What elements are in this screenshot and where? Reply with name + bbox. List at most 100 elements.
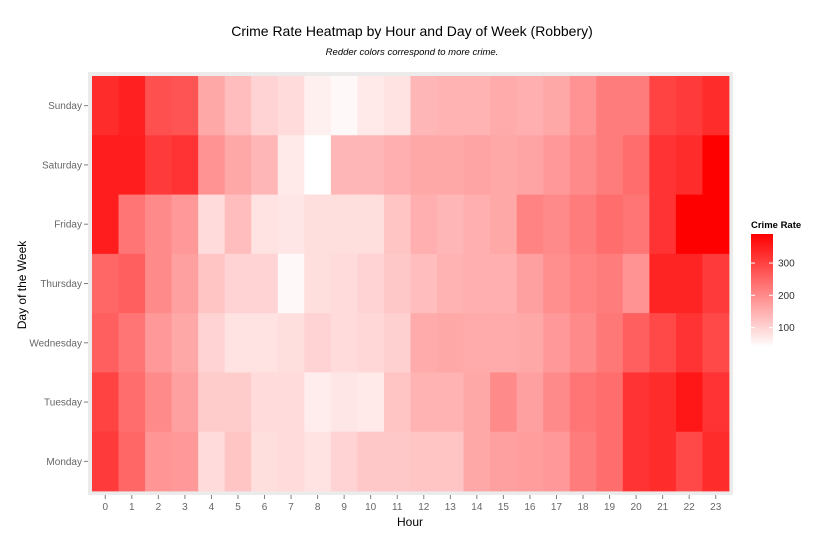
heatmap-cell — [92, 194, 119, 255]
heatmap-cell — [92, 135, 119, 195]
heatmap-cell — [357, 431, 385, 492]
heatmap-cell — [702, 194, 730, 255]
x-tick-label: 23 — [710, 502, 722, 513]
legend-tick-label: 300 — [778, 259, 795, 270]
heatmap-cell — [145, 194, 173, 255]
heatmap-cell — [304, 313, 332, 373]
heatmap-cell — [92, 313, 119, 373]
x-axis-ticks: 0 1 2 3 4 5 6 7 8 9 10 11 12 13 14 15 16 17 18 19 20 21 22 23 — [102, 495, 722, 513]
heatmap-cell — [410, 135, 438, 195]
heatmap-cell — [118, 253, 146, 314]
heatmap-cell — [649, 194, 677, 255]
heatmap-cell — [224, 253, 252, 314]
x-tick-label: 10 — [365, 502, 377, 513]
legend-title: Crime Rate — [751, 220, 801, 231]
heatmap-cell — [198, 431, 226, 492]
chart-title: Crime Rate Heatmap by Hour and Day of We… — [231, 23, 593, 39]
heatmap-cell — [224, 372, 252, 433]
x-tick-label: 3 — [182, 502, 188, 513]
heatmap-cell — [569, 135, 597, 195]
heatmap-cell — [224, 76, 252, 136]
heatmap-cell — [330, 253, 358, 314]
heatmap-cell — [118, 431, 146, 492]
heatmap-cell — [437, 372, 464, 433]
x-axis-title: Hour — [397, 515, 423, 529]
heatmap-cell — [118, 135, 146, 195]
heatmap-cell — [463, 313, 491, 373]
heatmap-cell — [675, 135, 703, 195]
heatmap-cell — [224, 313, 252, 373]
heatmap-cell — [198, 194, 226, 255]
heatmap-cell — [198, 372, 226, 433]
heatmap-cell — [145, 313, 173, 373]
heatmap-cell — [383, 76, 411, 136]
heatmap-cell — [437, 253, 464, 314]
heatmap-cell — [622, 76, 650, 136]
heatmap-cell — [702, 76, 730, 136]
heatmap-cell — [543, 194, 571, 255]
x-tick-label: 20 — [631, 502, 643, 513]
heatmap-cell — [251, 431, 279, 492]
x-tick-label: 19 — [604, 502, 616, 513]
heatmap-cell — [622, 313, 650, 373]
heatmap-cell — [118, 372, 146, 433]
x-tick-label: 14 — [471, 502, 483, 513]
heatmap-cell — [702, 372, 730, 433]
heatmap-cell — [383, 253, 411, 314]
heatmap-cell — [490, 76, 518, 136]
heatmap-cell — [92, 372, 119, 433]
heatmap-cell — [277, 253, 305, 314]
y-tick-label: Wednesday — [29, 338, 82, 349]
heatmap-cell — [543, 135, 571, 195]
heatmap-cell — [171, 253, 199, 314]
heatmap-cell — [330, 313, 358, 373]
legend-ticks: 100 200 300 — [751, 259, 795, 334]
heatmap-cell — [410, 253, 438, 314]
heatmap-cell — [596, 313, 624, 373]
x-tick-label: 5 — [235, 502, 241, 513]
heatmap-cell — [463, 253, 491, 314]
heatmap-cell — [383, 431, 411, 492]
heatmap-cell — [569, 372, 597, 433]
heatmap-cell — [543, 313, 571, 373]
heatmap-cell — [649, 76, 677, 136]
legend-tick-label: 100 — [778, 323, 795, 334]
x-tick-label: 6 — [262, 502, 268, 513]
heatmap-cell — [383, 135, 411, 195]
heatmap-cell — [277, 194, 305, 255]
heatmap-cell — [490, 313, 518, 373]
x-tick-label: 21 — [657, 502, 669, 513]
heatmap-cell — [702, 431, 730, 492]
heatmap-cell — [198, 313, 226, 373]
heatmap-cell — [145, 253, 173, 314]
heatmap-cell — [410, 194, 438, 255]
heatmap-cell — [596, 135, 624, 195]
heatmap-cell — [171, 372, 199, 433]
heatmap-cell — [198, 253, 226, 314]
heatmap-cell — [251, 313, 279, 373]
heatmap-cell — [410, 372, 438, 433]
heatmap-cell — [304, 76, 332, 136]
x-tick-label: 18 — [577, 502, 589, 513]
heatmap-cell — [171, 194, 199, 255]
x-tick-label: 17 — [551, 502, 563, 513]
heatmap-cell — [569, 76, 597, 136]
heatmap-cell — [92, 431, 119, 492]
heatmap-cell — [437, 194, 464, 255]
heatmap-cell — [357, 253, 385, 314]
y-tick-label: Monday — [46, 457, 82, 468]
heatmap-cell — [649, 135, 677, 195]
heatmap-cell — [92, 253, 119, 314]
heatmap-cell — [357, 135, 385, 195]
heatmap-cell — [277, 135, 305, 195]
x-tick-label: 9 — [341, 502, 347, 513]
heatmap-cell — [145, 372, 173, 433]
heatmap-cell — [410, 76, 438, 136]
heatmap-cell — [145, 76, 173, 136]
heatmap-cell — [596, 76, 624, 136]
heatmap-cell — [622, 194, 650, 255]
heatmap-cell — [516, 253, 544, 314]
heatmap-cell — [622, 135, 650, 195]
heatmap-cell — [330, 76, 358, 136]
